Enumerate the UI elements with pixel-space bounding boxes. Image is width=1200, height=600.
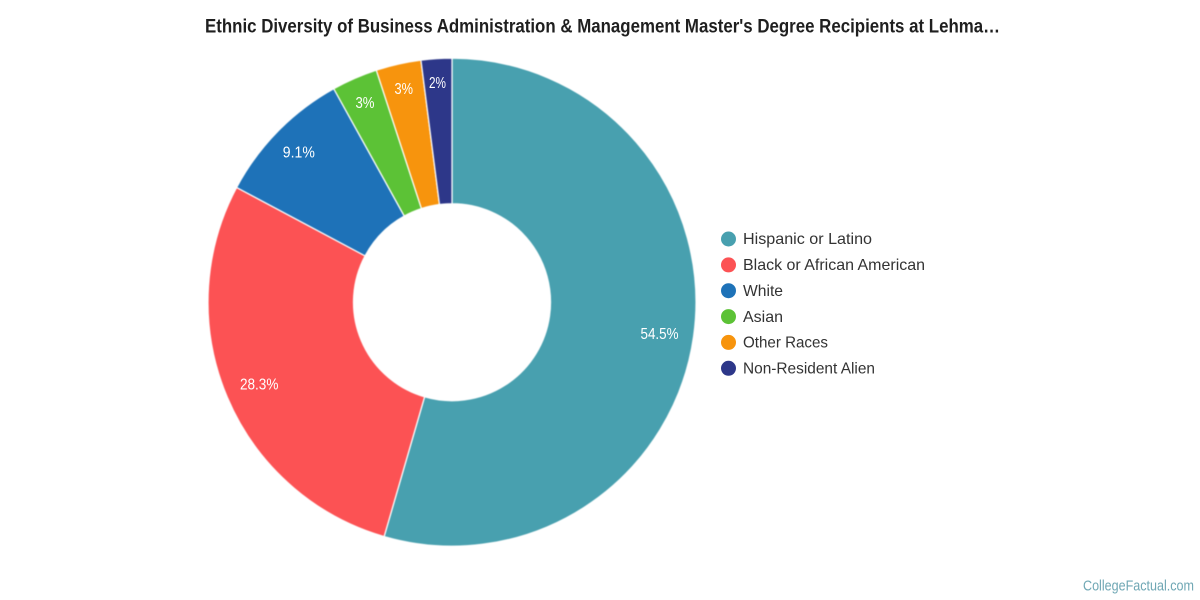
- svg-text:2%: 2%: [429, 75, 446, 92]
- svg-text:Asian: Asian: [743, 309, 783, 326]
- svg-text:Non-Resident Alien: Non-Resident Alien: [743, 361, 875, 378]
- svg-text:3%: 3%: [356, 95, 375, 112]
- svg-text:Ethnic Diversity of Business A: Ethnic Diversity of Business Administrat…: [205, 17, 1000, 38]
- svg-text:Black or African American: Black or African American: [743, 257, 925, 274]
- svg-text:28.3%: 28.3%: [240, 377, 279, 394]
- svg-text:9.1%: 9.1%: [283, 145, 315, 162]
- svg-text:3%: 3%: [395, 81, 414, 98]
- svg-text:Other Races: Other Races: [743, 335, 828, 352]
- svg-text:White: White: [743, 283, 783, 300]
- svg-text:54.5%: 54.5%: [641, 326, 679, 343]
- svg-text:CollegeFactual.com: CollegeFactual.com: [1083, 578, 1194, 595]
- svg-text:Hispanic or Latino: Hispanic or Latino: [743, 231, 872, 248]
